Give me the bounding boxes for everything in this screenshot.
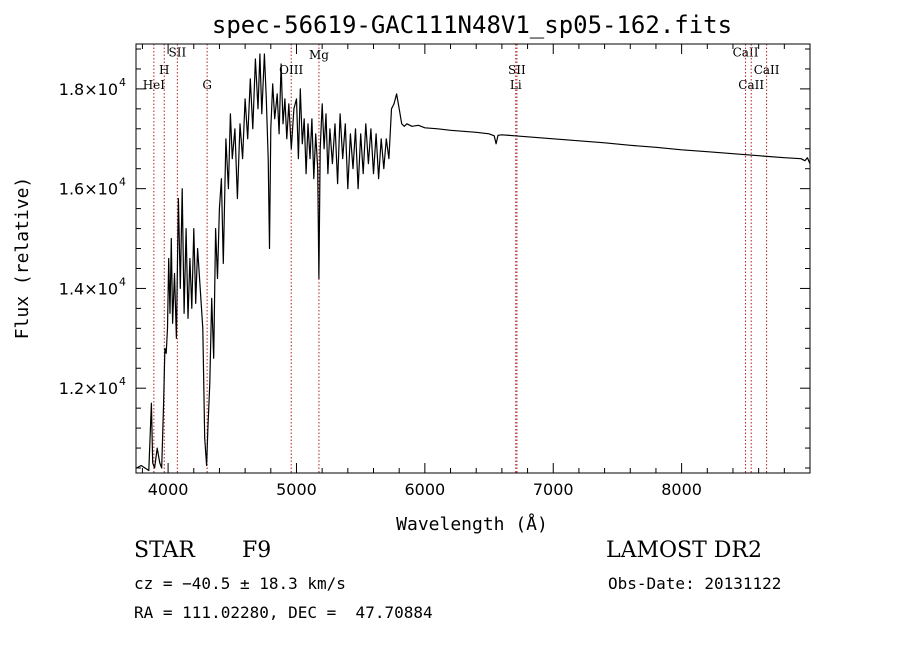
x-tick-label-4: 8000	[661, 480, 702, 499]
x-tick-label-3: 7000	[533, 480, 574, 499]
y-tick-label-2: 1.6×10	[59, 180, 118, 199]
line-marker-label-4: OIII	[279, 63, 303, 77]
observation-date: Obs-Date: 20131122	[608, 574, 782, 593]
chart-title: spec-56619-GAC111N48V1_sp05-162.fits	[212, 11, 732, 39]
y-tick-label-0: 1.2×10	[59, 379, 118, 398]
x-tick-label-1: 5000	[276, 480, 317, 499]
x-tick-label-0: 4000	[148, 480, 189, 499]
object-class: STAR	[134, 538, 195, 563]
line-marker-label-10: CaII	[754, 63, 780, 77]
y-tick-exponent-3: 4	[119, 76, 126, 89]
coordinates: RA = 111.02280, DEC = 47.70884	[134, 603, 433, 622]
y-tick-exponent-1: 4	[119, 275, 126, 288]
y-axis-ticks: 1.2×10 41.4×10 41.6×10 41.8×10 4	[59, 48, 810, 469]
line-marker-label-5: Mg	[309, 48, 329, 62]
spectrum-series	[136, 53, 811, 472]
line-marker-label-2: SII	[168, 45, 186, 59]
plot-frame	[135, 43, 811, 474]
x-tick-label-2: 6000	[404, 480, 445, 499]
line-marker-label-9: CaII	[738, 78, 764, 92]
y-tick-exponent-2: 4	[119, 176, 126, 189]
line-marker-label-1: H	[159, 63, 169, 77]
redshift-velocity: cz = −40.5 ± 18.3 km/s	[134, 574, 346, 593]
survey-name: LAMOST DR2	[606, 538, 762, 563]
line-marker-label-8: CaII	[733, 45, 759, 59]
line-marker-label-3: G	[202, 78, 212, 92]
x-axis-label: Wavelength (Å)	[396, 513, 548, 535]
y-tick-label-1: 1.4×10	[59, 279, 118, 298]
line-marker-label-7: Li	[510, 78, 522, 92]
x-axis-ticks: 4000 5000 6000 7000 8000	[141, 44, 785, 499]
object-subclass: F9	[242, 538, 272, 563]
line-marker-label-0: HeI	[143, 78, 166, 92]
line-marker-label-6: SII	[508, 63, 526, 77]
y-tick-label-3: 1.8×10	[59, 80, 118, 99]
y-tick-exponent-0: 4	[119, 375, 126, 388]
spectrum-line-0	[136, 53, 811, 472]
y-axis-label: Flux (relative)	[12, 177, 33, 340]
